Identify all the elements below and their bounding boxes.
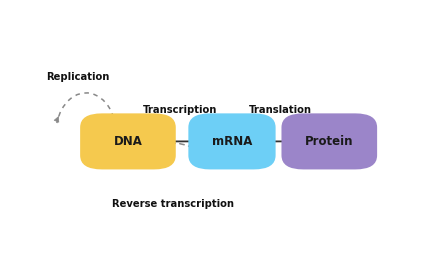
FancyBboxPatch shape	[281, 113, 377, 169]
Text: Protein: Protein	[305, 135, 354, 148]
FancyBboxPatch shape	[188, 113, 276, 169]
Text: mRNA: mRNA	[212, 135, 252, 148]
Text: Transcription: Transcription	[143, 105, 217, 115]
Text: Reverse transcription: Reverse transcription	[112, 199, 234, 209]
FancyBboxPatch shape	[80, 113, 176, 169]
Text: Replication: Replication	[46, 72, 109, 82]
Text: Translation: Translation	[249, 105, 312, 115]
Text: DNA: DNA	[113, 135, 142, 148]
